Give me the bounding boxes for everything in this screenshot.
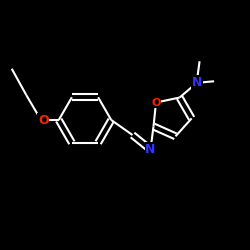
- Text: N: N: [145, 143, 156, 156]
- Text: O: O: [151, 98, 161, 108]
- Text: O: O: [38, 114, 48, 126]
- Text: N: N: [192, 76, 202, 89]
